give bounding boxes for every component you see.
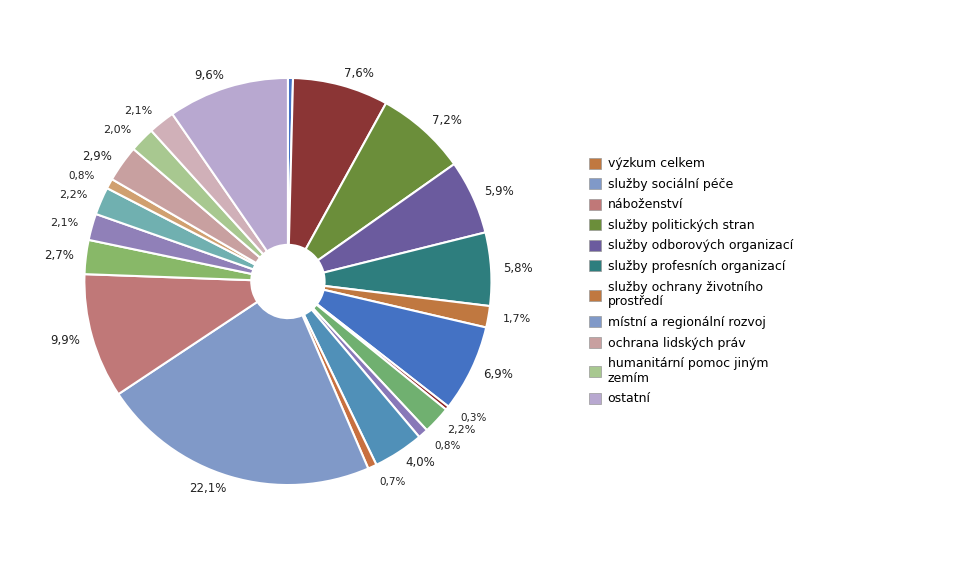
Wedge shape (318, 164, 485, 272)
Wedge shape (305, 103, 454, 260)
Text: 9,6%: 9,6% (194, 69, 224, 82)
Wedge shape (89, 214, 254, 274)
Text: 0,3%: 0,3% (460, 413, 486, 423)
Text: 6,9%: 6,9% (483, 368, 512, 381)
Text: 2,2%: 2,2% (447, 425, 475, 435)
Wedge shape (107, 179, 257, 265)
Text: 4,0%: 4,0% (405, 456, 435, 469)
Text: 7,6%: 7,6% (345, 67, 374, 80)
Wedge shape (112, 149, 261, 263)
Wedge shape (151, 114, 267, 254)
Wedge shape (304, 310, 420, 465)
Text: 7,2%: 7,2% (431, 114, 462, 127)
Text: 2,0%: 2,0% (103, 124, 132, 135)
Legend: výzkum celkem, služby sociální péče, náboženství, služby politických stran, služ: výzkum celkem, služby sociální péče, náb… (586, 154, 796, 409)
Text: 9,9%: 9,9% (51, 334, 80, 347)
Wedge shape (85, 240, 252, 280)
Wedge shape (324, 286, 490, 328)
Text: 2,2%: 2,2% (60, 190, 88, 200)
Wedge shape (134, 131, 264, 258)
Text: 5,8%: 5,8% (504, 262, 533, 275)
Text: 2,9%: 2,9% (82, 150, 112, 163)
Text: 2,7%: 2,7% (44, 249, 74, 262)
Wedge shape (84, 274, 258, 394)
Wedge shape (317, 290, 486, 406)
Text: 0,8%: 0,8% (434, 441, 461, 451)
Text: 2,1%: 2,1% (50, 218, 78, 228)
Text: 0,8%: 0,8% (68, 171, 96, 181)
Wedge shape (118, 302, 368, 485)
Text: 5,9%: 5,9% (484, 185, 513, 198)
Wedge shape (316, 304, 449, 410)
Text: 2,1%: 2,1% (125, 106, 152, 116)
Wedge shape (303, 315, 377, 468)
Wedge shape (96, 188, 256, 269)
Text: 1,7%: 1,7% (503, 314, 531, 324)
Wedge shape (323, 233, 492, 306)
Wedge shape (289, 78, 386, 249)
Wedge shape (313, 305, 446, 430)
Wedge shape (311, 309, 427, 437)
Text: 0,7%: 0,7% (379, 476, 405, 486)
Wedge shape (173, 78, 288, 251)
Wedge shape (288, 78, 293, 245)
Text: 22,1%: 22,1% (189, 482, 226, 495)
